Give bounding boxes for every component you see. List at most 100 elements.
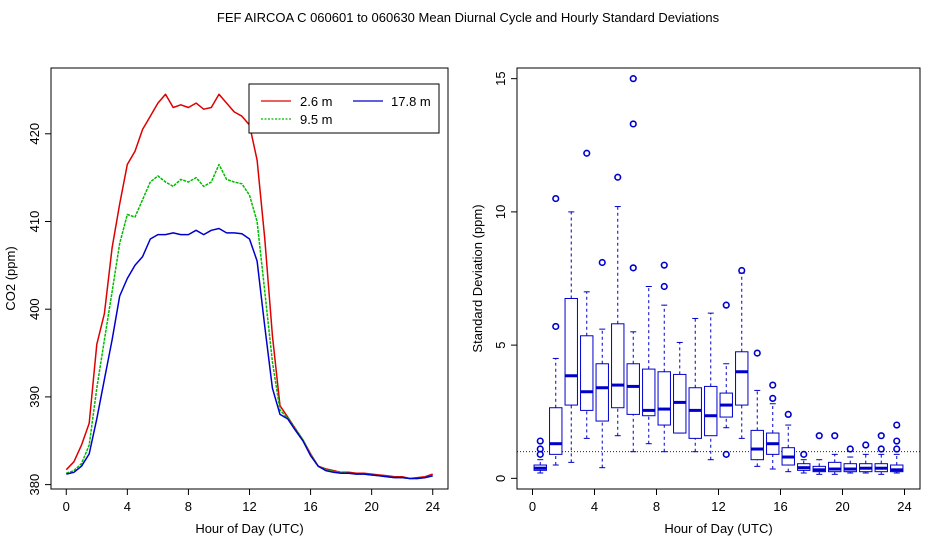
legend-label-9-5m: 9.5 m	[300, 112, 333, 127]
iqr-box	[735, 351, 749, 406]
box-hour-11.5	[704, 312, 718, 461]
outlier-point	[536, 445, 544, 453]
legend-label-2-6m: 2.6 m	[300, 94, 333, 109]
box-hour-20.5	[843, 445, 857, 474]
iqr-box	[688, 387, 702, 439]
iqr-box	[611, 323, 625, 409]
outlier-point	[769, 394, 777, 403]
outlier-point	[629, 264, 637, 272]
box-hour-22.5	[874, 432, 888, 475]
outlier-point	[893, 421, 901, 429]
figure-title: FEF AIRCOA C 060601 to 060630 Mean Diurn…	[217, 10, 720, 25]
legend-label-17-8m: 17.8 m	[391, 94, 431, 109]
iqr-box	[595, 363, 609, 422]
outlier-point	[800, 450, 808, 458]
line-x-tick-label: 4	[124, 499, 131, 514]
box-hour-18.5	[812, 432, 826, 475]
outlier-point	[629, 120, 637, 128]
line-y-tick-label: 380	[27, 474, 42, 496]
outlier-point	[722, 450, 730, 458]
iqr-box	[828, 461, 842, 473]
outlier-point	[877, 445, 885, 453]
outlier-point	[893, 437, 901, 445]
line-x-tick-label: 20	[364, 499, 378, 514]
outlier-point	[660, 282, 668, 291]
box-hour-13.5	[735, 266, 749, 439]
box-hour-8.5	[657, 261, 671, 453]
outlier-point	[552, 194, 560, 203]
box-hour-14.5	[750, 349, 764, 467]
outlier-point	[815, 432, 823, 440]
outlier-point	[831, 432, 839, 440]
box-panel: 0 4 8 12 16 20 24 0 5 10 15 Hour of Day (UTC) Sta…	[470, 67, 921, 536]
iqr-box	[657, 371, 671, 426]
series-line-2-6-m	[65, 93, 433, 480]
iqr-box	[750, 429, 764, 461]
line-y-axis: 380 390 400 410 420	[27, 123, 51, 496]
line-panel: 0 4 8 12 16 20 24 380 390 400 410 420 Hour of Day …	[3, 67, 449, 536]
outlier-point	[629, 75, 637, 83]
box-hour-15.5	[766, 381, 780, 470]
box-y-tick-label: 5	[493, 341, 508, 348]
series-line-9-5-m	[66, 163, 433, 480]
outlier-point	[552, 322, 560, 331]
iqr-box	[549, 407, 563, 455]
line-x-axis-label: Hour of Day (UTC)	[195, 521, 303, 536]
line-series-group	[65, 93, 433, 480]
iqr-box	[626, 363, 640, 415]
box-y-axis-label: Standard Deviation (ppm)	[470, 204, 485, 352]
box-hour-2.5	[564, 211, 578, 463]
outlier-point	[738, 266, 746, 275]
outlier-point	[893, 445, 901, 453]
outlier-point	[722, 301, 730, 309]
box-hour-7.5	[642, 285, 656, 445]
box-hour-9.5	[673, 341, 687, 434]
line-x-axis: 0 4 8 12 16 20 24	[63, 489, 440, 514]
outlier-point	[614, 173, 622, 181]
box-hour-19.5	[828, 432, 842, 475]
iqr-box	[704, 385, 718, 437]
line-x-tick-label: 24	[425, 499, 439, 514]
legend: 2.6 m 9.5 m 17.8 m	[248, 83, 440, 134]
outlier-point	[877, 432, 885, 440]
box-x-tick-label: 12	[711, 499, 725, 514]
box-y-axis: 0 5 10 15	[493, 71, 517, 482]
outlier-point	[598, 258, 606, 267]
box-x-axis-label: Hour of Day (UTC)	[664, 521, 772, 536]
box-hour-0.5	[533, 437, 547, 474]
line-x-tick-label: 16	[303, 499, 317, 514]
box-y-tick-label: 0	[493, 475, 508, 482]
outlier-point	[769, 381, 777, 389]
box-x-tick-label: 8	[653, 499, 660, 514]
box-x-axis: 0 4 8 12 16 20 24	[529, 489, 912, 514]
outlier-point	[753, 349, 761, 357]
box-hour-5.5	[611, 173, 625, 437]
box-y-tick-label: 10	[493, 205, 508, 219]
box-y-tick-label: 15	[493, 71, 508, 85]
box-x-tick-label: 20	[835, 499, 849, 514]
outlier-point	[660, 261, 668, 269]
box-hour-6.5	[626, 75, 640, 453]
line-x-tick-label: 8	[185, 499, 192, 514]
box-x-tick-label: 0	[529, 499, 536, 514]
box-hour-4.5	[595, 258, 609, 469]
outlier-point	[536, 437, 544, 445]
iqr-box	[580, 335, 594, 411]
box-x-tick-label: 4	[591, 499, 598, 514]
outlier-point	[784, 410, 792, 418]
box-series-group	[533, 75, 904, 475]
box-hour-3.5	[580, 149, 594, 439]
line-y-tick-label: 390	[27, 386, 42, 408]
box-hour-1.5	[549, 194, 563, 466]
line-y-tick-label: 400	[27, 298, 42, 320]
iqr-box	[564, 297, 578, 406]
box-hour-16.5	[781, 410, 795, 473]
legend-box	[248, 83, 440, 134]
outlier-point	[846, 445, 854, 453]
box-x-tick-label: 16	[773, 499, 787, 514]
box-hour-10.5	[688, 317, 702, 453]
outlier-point	[583, 149, 591, 157]
iqr-box	[642, 368, 656, 417]
box-hour-17.5	[797, 450, 811, 474]
